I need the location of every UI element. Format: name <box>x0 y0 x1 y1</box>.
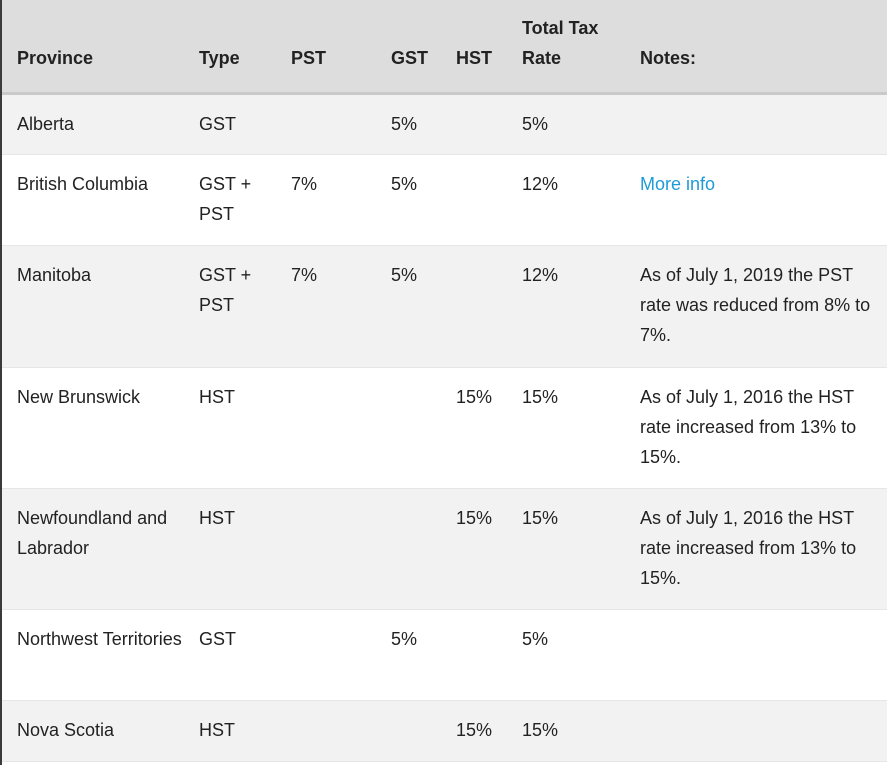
cell-province: New Brunswick <box>17 386 141 407</box>
cell-notes: More info <box>640 154 887 245</box>
cell-hst <box>456 609 522 700</box>
cell-hst: 15% <box>456 386 493 407</box>
cell-type: GST + PST <box>199 264 252 315</box>
header-gst: GST <box>391 47 429 68</box>
cell-province: Nova Scotia <box>17 719 115 740</box>
cell-pst <box>291 93 391 154</box>
cell-gst: 5% <box>391 264 418 285</box>
cell-notes <box>640 609 887 700</box>
cell-pst <box>291 488 391 609</box>
cell-gst: 5% <box>391 113 418 134</box>
header-total-line2: Rate <box>522 47 562 68</box>
cell-hst <box>456 245 522 367</box>
cell-type: GST <box>199 628 237 649</box>
table-row: Manitoba GST + PST 7% 5% 12% As of July 1, 20… <box>2 245 887 367</box>
cell-province: Alberta <box>17 113 75 134</box>
table-row: British Columbia GST + PST 7% 5% 12% More inf… <box>2 154 887 245</box>
cell-hst: 15% <box>456 719 493 740</box>
cell-total: 15% <box>522 507 559 528</box>
cell-total: 12% <box>522 173 559 194</box>
cell-total: 15% <box>522 719 559 740</box>
header-notes: Notes: <box>640 47 697 68</box>
cell-notes <box>640 93 887 154</box>
cell-type: HST <box>199 386 235 407</box>
header-hst: HST <box>456 47 492 68</box>
cell-gst <box>391 488 456 609</box>
cell-type: GST <box>199 113 237 134</box>
cell-gst: 5% <box>391 628 418 649</box>
cell-hst <box>456 93 522 154</box>
table-body: Alberta GST 5% 5% British Columbia GST + PST 7… <box>2 93 887 761</box>
cell-gst: 5% <box>391 173 418 194</box>
cell-province: British Columbia <box>17 173 149 194</box>
cell-pst: 7% <box>291 173 318 194</box>
cell-pst <box>291 609 391 700</box>
cell-notes: As of July 1, 2016 the HST rate increase… <box>640 507 857 588</box>
cell-type: HST <box>199 719 235 740</box>
header-province: Province <box>17 47 94 68</box>
table-row: Alberta GST 5% 5% <box>2 93 887 154</box>
cell-gst <box>391 700 456 761</box>
more-info-link[interactable]: More info <box>640 173 716 194</box>
cell-pst: 7% <box>291 264 318 285</box>
table-row: Northwest Territories GST 5% 5% <box>2 609 887 700</box>
cell-notes: As of July 1, 2016 the HST rate increase… <box>640 386 857 467</box>
header-total-line1: Total Tax <box>522 17 599 38</box>
cell-province: Northwest Territories <box>17 628 182 649</box>
header-total-tax-rate: Total Tax Rate <box>522 0 640 93</box>
cell-province: Manitoba <box>17 264 92 285</box>
cell-notes: As of July 1, 2019 the PST rate was redu… <box>640 264 871 345</box>
cell-pst <box>291 700 391 761</box>
header-row: Province Type PST GST HST Total Tax Rate … <box>2 0 887 93</box>
cell-pst <box>291 367 391 488</box>
cell-total: 12% <box>522 264 559 285</box>
cell-hst: 15% <box>456 507 493 528</box>
table-row: New Brunswick HST 15% 15% As of July 1, 2016… <box>2 367 887 488</box>
cell-notes <box>640 700 887 761</box>
cell-type: GST + PST <box>199 173 252 224</box>
cell-type: HST <box>199 507 235 528</box>
header-type: Type <box>199 47 240 68</box>
cell-total: 5% <box>522 113 549 134</box>
table-header: Province Type PST GST HST Total Tax Rate … <box>2 0 887 93</box>
cell-total: 5% <box>522 628 549 649</box>
cell-total: 15% <box>522 386 559 407</box>
cell-gst <box>391 367 456 488</box>
header-pst: PST <box>291 47 327 68</box>
table-row: Newfoundland and Labrador HST 15% 15% As of … <box>2 488 887 609</box>
cell-hst <box>456 154 522 245</box>
table-row: Nova Scotia HST 15% 15% <box>2 700 887 761</box>
cell-province: Newfoundland and Labrador <box>17 507 168 558</box>
